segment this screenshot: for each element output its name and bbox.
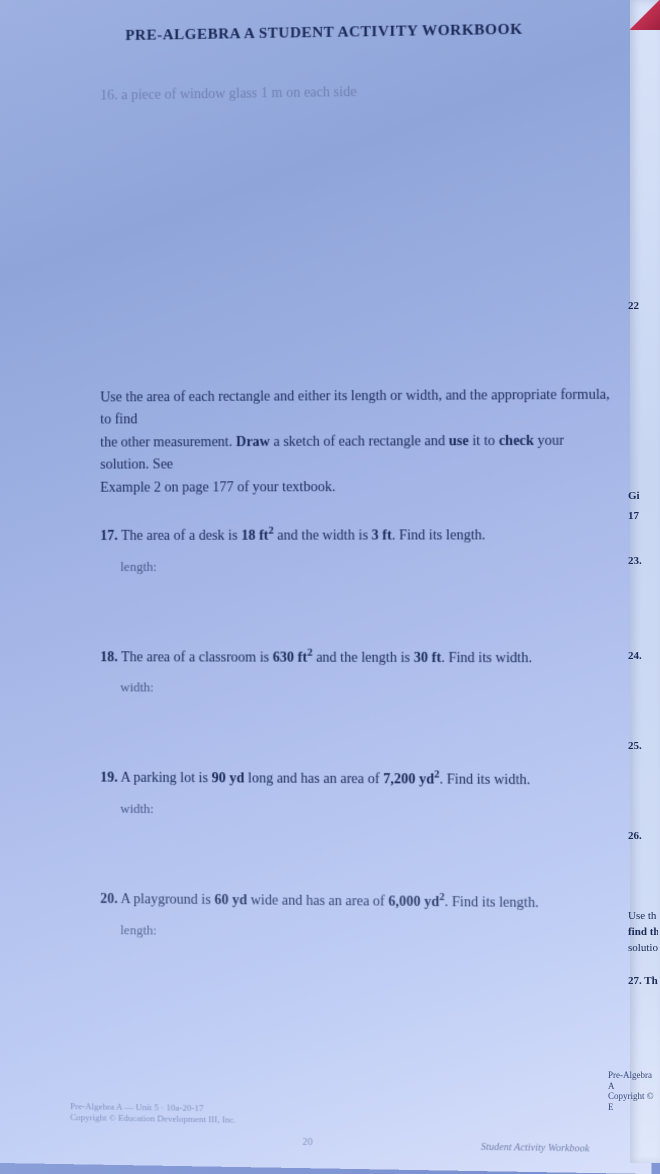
q18-tb: and the length is (313, 650, 414, 665)
instr-l2e: it to (469, 434, 499, 449)
footer-page-num: 20 (302, 1137, 312, 1148)
margin-23: 23. (628, 555, 658, 567)
q19-ta: A parking lot is (121, 771, 212, 787)
instr-line3: Example 2 on page 177 of your textbook. (100, 480, 335, 496)
workbook-page: PRE-ALGEBRA A STUDENT ACTIVITY WORKBOOK … (0, 0, 652, 1174)
q20-v2: 6,000 yd (388, 894, 439, 910)
question-18: 18. The area of a classroom is 630 ft2 a… (100, 645, 610, 669)
q18-ta: The area of a classroom is (121, 650, 273, 665)
margin-sol: solution (628, 942, 658, 954)
footer-right: Student Activity Workbook (481, 1142, 590, 1155)
margin-find: find th (628, 926, 658, 938)
q18-num: 18. (100, 649, 118, 664)
q19-v2: 7,200 yd (383, 772, 434, 787)
instr-line1: Use the area of each rectangle and eithe… (100, 388, 610, 428)
q17-answer-label: length: (120, 558, 610, 574)
margin-gi: Gi (628, 490, 658, 502)
q17-v1: 18 ft (241, 528, 268, 543)
q18-v1: 630 ft (273, 650, 307, 665)
q17-tb: and the width is (274, 528, 372, 543)
margin-26: 26. (628, 830, 658, 842)
question-16: 16. a piece of window glass 1 m on each … (100, 78, 610, 106)
instr-check: check (499, 434, 534, 449)
q18-v2: 30 ft (414, 650, 441, 665)
question-20: 20. A playground is 60 yd wide and has a… (100, 887, 610, 915)
footer-left-2: Copyright © Education Development III, I… (70, 1112, 236, 1126)
instructions-block: Use the area of each rectangle and eithe… (100, 385, 610, 500)
q20-answer-label: length: (120, 922, 610, 943)
q19-v1: 90 yd (212, 771, 245, 786)
question-17: 17. The area of a desk is 18 ft2 and the… (100, 523, 610, 547)
instr-l2a: the other measurement. (100, 435, 236, 451)
q20-v1: 60 yd (214, 893, 247, 908)
q20-num: 20. (100, 891, 118, 906)
q20-ta: A playground is (121, 892, 215, 908)
q17-tc: . Find its length. (392, 528, 486, 543)
rf1: Pre-Algebra A (608, 1070, 658, 1092)
q20-tc: . Find its length. (445, 895, 539, 911)
q17-v2: 3 ft (372, 528, 392, 543)
q19-answer-label: width: (120, 801, 610, 820)
margin-17: 17 (628, 510, 658, 522)
q18-tc: . Find its width. (441, 650, 532, 665)
q18-answer-label: width: (120, 680, 610, 698)
margin-use: Use th (628, 910, 658, 922)
margin-25: 25. (628, 740, 658, 752)
question-19: 19. A parking lot is 90 yd long and has … (100, 766, 610, 792)
q16-num: 16. (100, 88, 118, 103)
footer-left: Pre-Algebra A — Unit 5 · 10a-20-17 Copyr… (70, 1101, 236, 1127)
q19-tb: long and has an area of (244, 771, 383, 787)
q17-num: 17. (100, 528, 118, 543)
q19-num: 19. (100, 770, 118, 785)
page-header: PRE-ALGEBRA A STUDENT ACTIVITY WORKBOOK (40, 20, 610, 46)
q20-tb: wide and has an area of (247, 893, 388, 909)
right-page-footer: Pre-Algebra A Copyright © E (608, 1070, 658, 1113)
instr-draw: Draw (236, 435, 270, 450)
margin-22: 22 (628, 300, 658, 312)
q16-text: a piece of window glass 1 m on each side (121, 85, 356, 103)
next-page-edge: 22 Gi 17 23. 24. 25. 26. Use th find th … (630, 0, 660, 1163)
margin-27: 27. The (628, 975, 658, 987)
instr-use: use (449, 434, 469, 449)
q19-tc: . Find its width. (440, 772, 531, 788)
q17-ta: The area of a desk is (121, 528, 241, 543)
margin-24: 24. (628, 650, 658, 662)
rf2: Copyright © E (608, 1091, 658, 1113)
instr-l2c: a sketch of each rectangle and (270, 434, 449, 450)
